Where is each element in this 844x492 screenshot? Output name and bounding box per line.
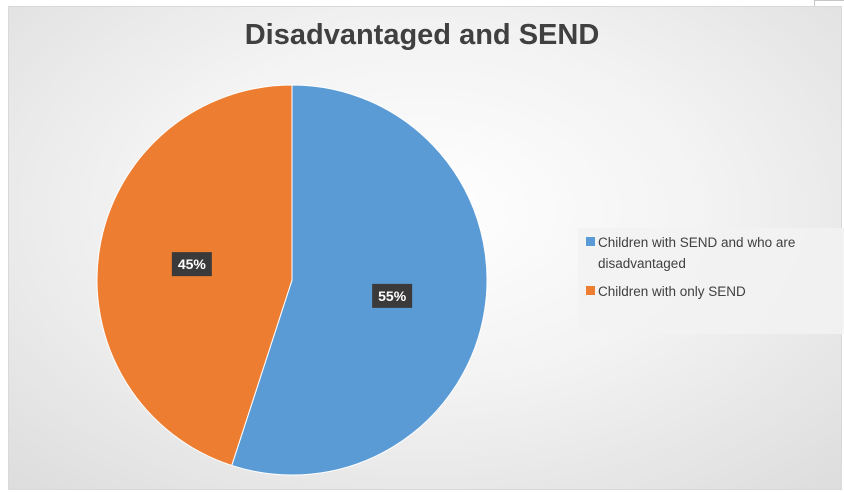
data-label-send-disadvantaged: 55%: [372, 283, 413, 308]
chart-title: Disadvantaged and SEND: [244, 19, 600, 51]
legend-swatch-only-send: [586, 286, 595, 295]
legend-swatch-send-disadvantaged: [586, 237, 595, 246]
data-label-box-send-disadvantaged: [372, 283, 413, 308]
legend-label-send-disadvantaged: Children with SEND and who are disadvant…: [598, 235, 796, 271]
legend-label-only-send: Children with only SEND: [598, 284, 746, 299]
legend: Children with SEND and who are disadvant…: [578, 228, 844, 334]
legend-item-send-disadvantaged: Children with SEND and who are disadvant…: [586, 232, 844, 274]
legend-item-only-send: Children with only SEND: [586, 281, 844, 302]
corner-fragment: [814, 0, 844, 6]
data-label-box-only-send: [171, 252, 212, 277]
data-label-only-send: 45%: [171, 252, 212, 277]
data-label-text-only-send: 45%: [178, 256, 207, 272]
data-label-text-send-disadvantaged: 55%: [378, 288, 407, 304]
pie-slice-send-disadvantaged: [231, 84, 488, 476]
